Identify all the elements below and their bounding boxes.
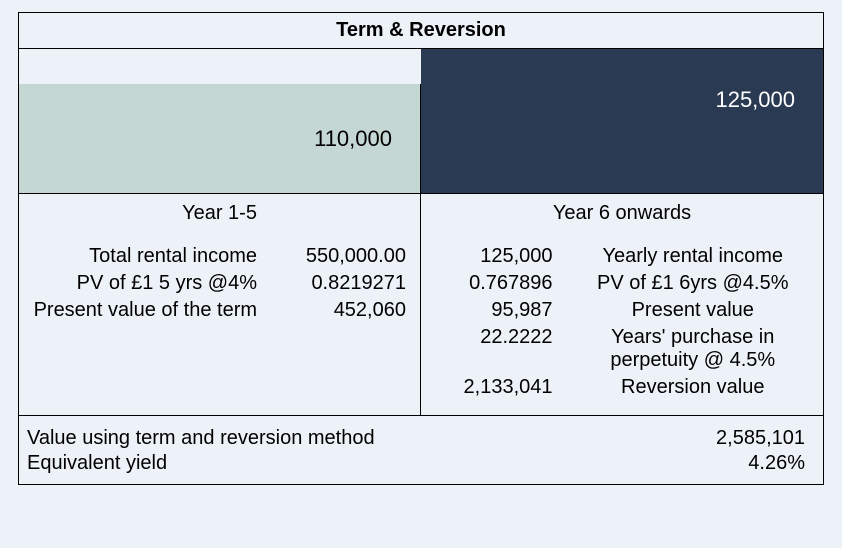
reversion-bar: 125,000: [421, 49, 823, 193]
table-row: Present value of the term 452,060: [29, 297, 410, 324]
term-bar-wrap: 110,000: [19, 49, 421, 193]
summary-row: Equivalent yield 4.26%: [27, 451, 805, 476]
table-row: 125,000 Yearly rental income: [431, 243, 813, 270]
row-label: Total rental income: [29, 245, 269, 268]
row-value: 22.2222: [431, 326, 569, 372]
term-period: Year 1-5: [29, 202, 410, 243]
row-label: PV of £1 5 yrs @4%: [29, 272, 269, 295]
row-label: Reversion value: [569, 376, 813, 399]
summary-value: 2,585,101: [645, 427, 805, 450]
summary-value: 4.26%: [645, 452, 805, 475]
valuation-table: Term & Reversion 110,000 125,000 Year 1-…: [18, 12, 824, 485]
row-value: 95,987: [431, 299, 569, 322]
table-row: PV of £1 5 yrs @4% 0.8219271: [29, 270, 410, 297]
calc-row: Year 1-5 Total rental income 550,000.00 …: [19, 194, 823, 416]
summary-label: Equivalent yield: [27, 452, 645, 475]
reversion-bar-wrap: 125,000: [421, 49, 823, 193]
term-bar: 110,000: [19, 84, 421, 193]
reversion-period: Year 6 onwards: [431, 202, 813, 243]
row-label: Present value: [569, 299, 813, 322]
row-label: Years' purchase in perpetuity @ 4.5%: [569, 326, 813, 372]
summary-row: Value using term and reversion method 2,…: [27, 426, 805, 451]
summary-section: Value using term and reversion method 2,…: [19, 416, 823, 484]
table-row: Total rental income 550,000.00: [29, 243, 410, 270]
row-value: 550,000.00: [269, 245, 410, 268]
term-calc: Year 1-5 Total rental income 550,000.00 …: [19, 194, 421, 415]
row-label: PV of £1 6yrs @4.5%: [569, 272, 813, 295]
rent-bars: 110,000 125,000: [19, 49, 823, 194]
summary-label: Value using term and reversion method: [27, 427, 645, 450]
reversion-calc: Year 6 onwards 125,000 Yearly rental inc…: [421, 194, 823, 415]
row-value: 452,060: [269, 299, 410, 322]
term-bar-value: 110,000: [314, 126, 392, 152]
reversion-bar-value: 125,000: [715, 87, 795, 113]
row-label: Yearly rental income: [569, 245, 813, 268]
table-row: 22.2222 Years' purchase in perpetuity @ …: [431, 324, 813, 374]
table-row: 0.767896 PV of £1 6yrs @4.5%: [431, 270, 813, 297]
table-row: 95,987 Present value: [431, 297, 813, 324]
row-value: 2,133,041: [431, 376, 569, 399]
row-label: Present value of the term: [29, 299, 269, 322]
row-value: 0.767896: [431, 272, 569, 295]
row-value: 0.8219271: [269, 272, 410, 295]
table-row: 2,133,041 Reversion value: [431, 374, 813, 401]
row-value: 125,000: [431, 245, 569, 268]
table-title: Term & Reversion: [19, 13, 823, 49]
